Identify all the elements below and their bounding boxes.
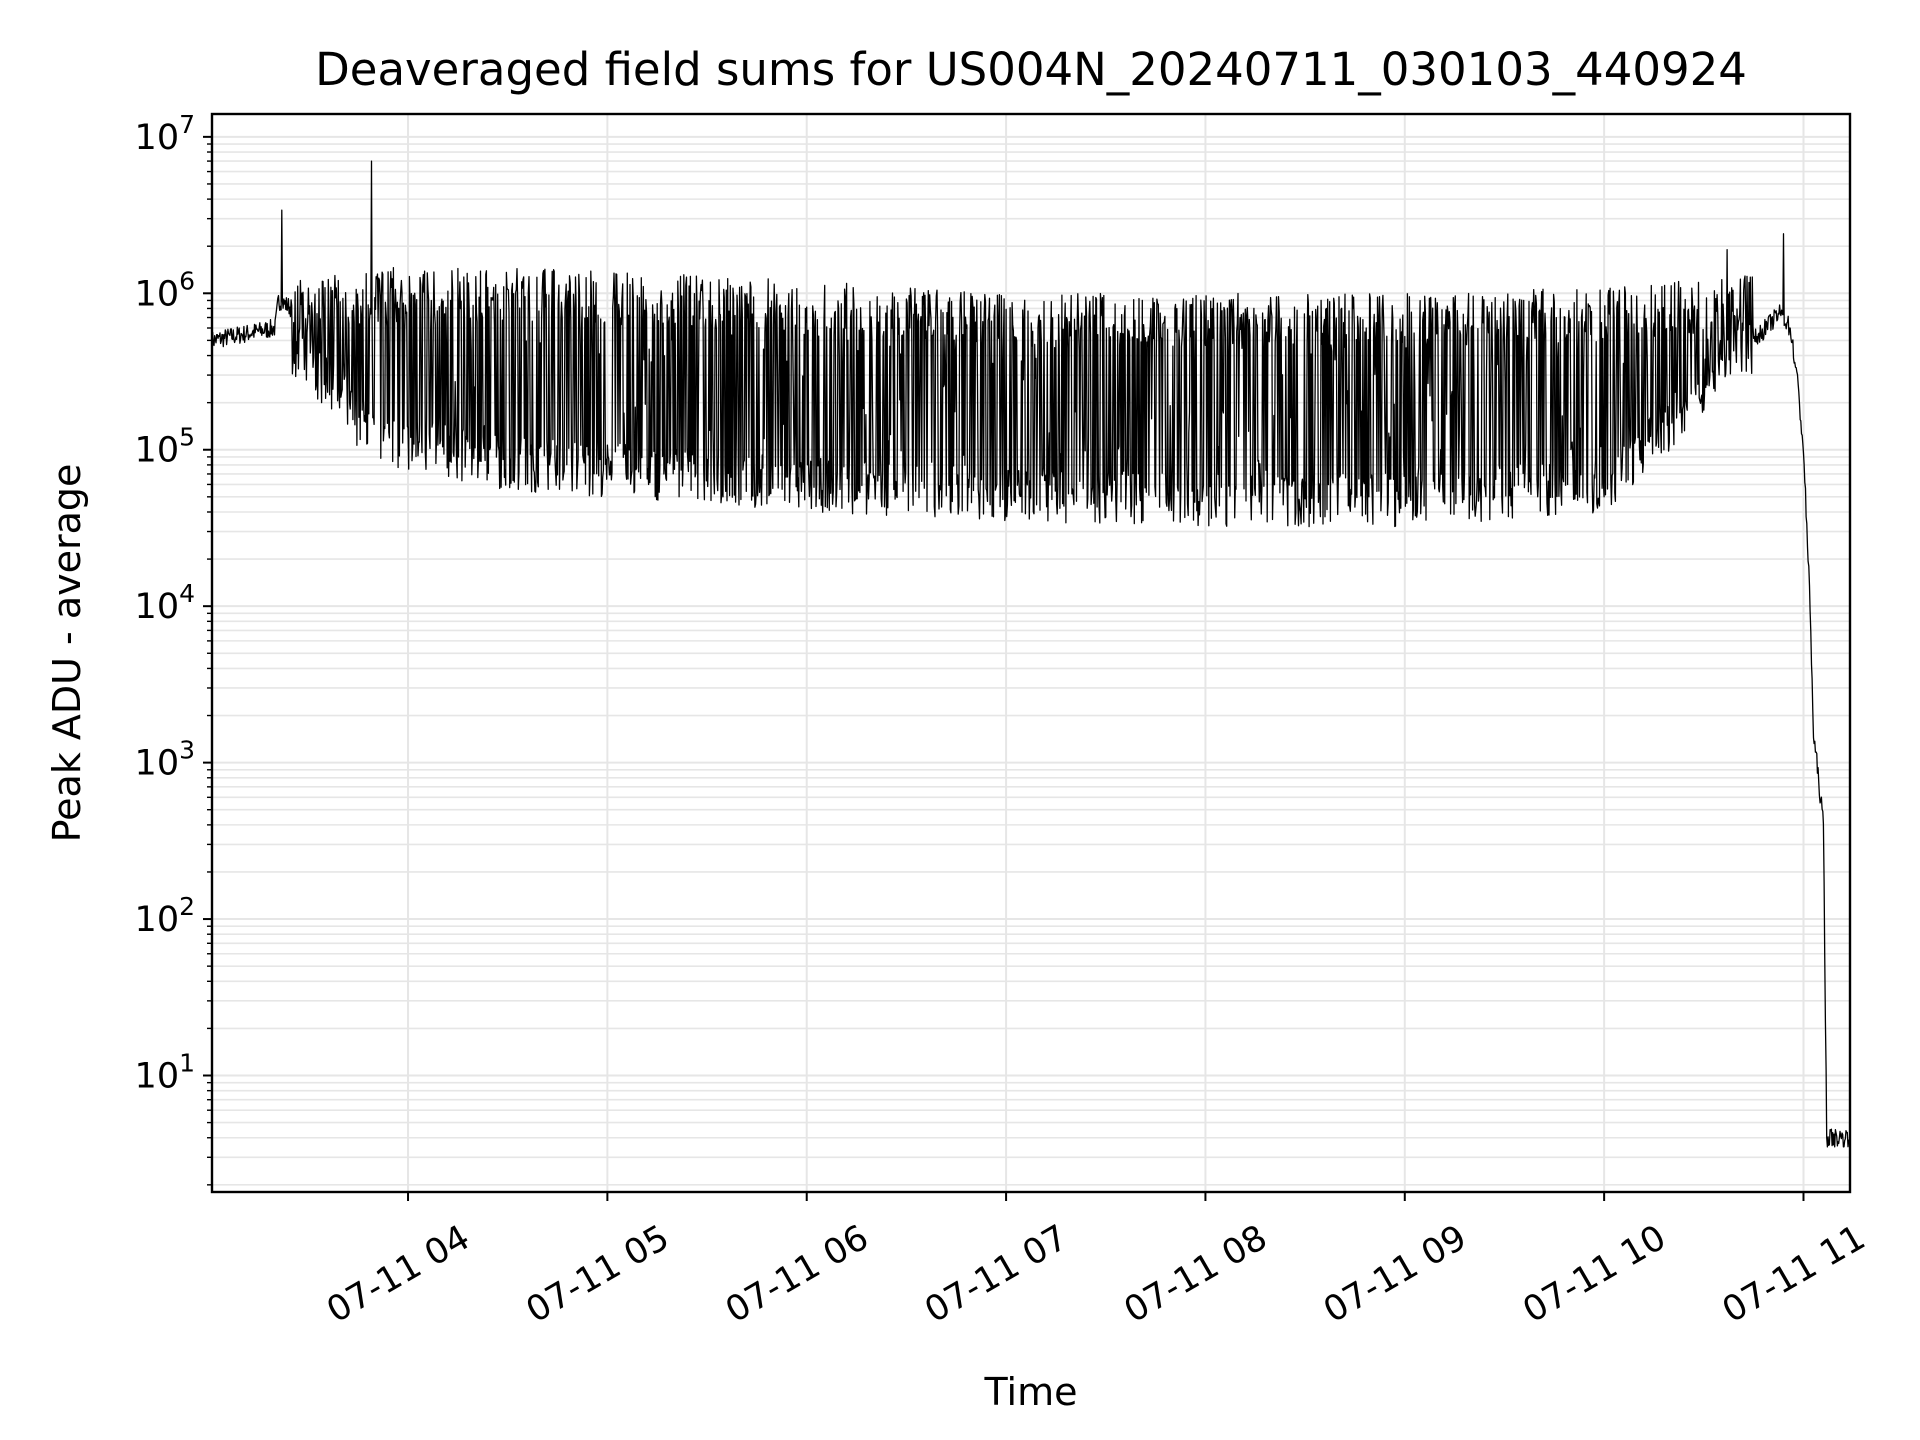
y-tick-label: 102 — [135, 892, 195, 940]
y-tick-label: 101 — [135, 1048, 195, 1096]
y-axis-label: Peak ADU - average — [45, 464, 89, 843]
y-tick-label: 103 — [135, 736, 195, 784]
y-tick-label: 105 — [135, 423, 195, 471]
x-axis-label: Time — [984, 1370, 1078, 1414]
series-line — [211, 160, 1851, 1148]
y-tick-label: 104 — [135, 579, 195, 627]
y-tick-label: 106 — [135, 266, 195, 314]
series — [211, 160, 1851, 1148]
y-tick-label: 107 — [135, 110, 195, 158]
chart-title: Deaveraged field sums for US004N_2024071… — [315, 43, 1747, 96]
